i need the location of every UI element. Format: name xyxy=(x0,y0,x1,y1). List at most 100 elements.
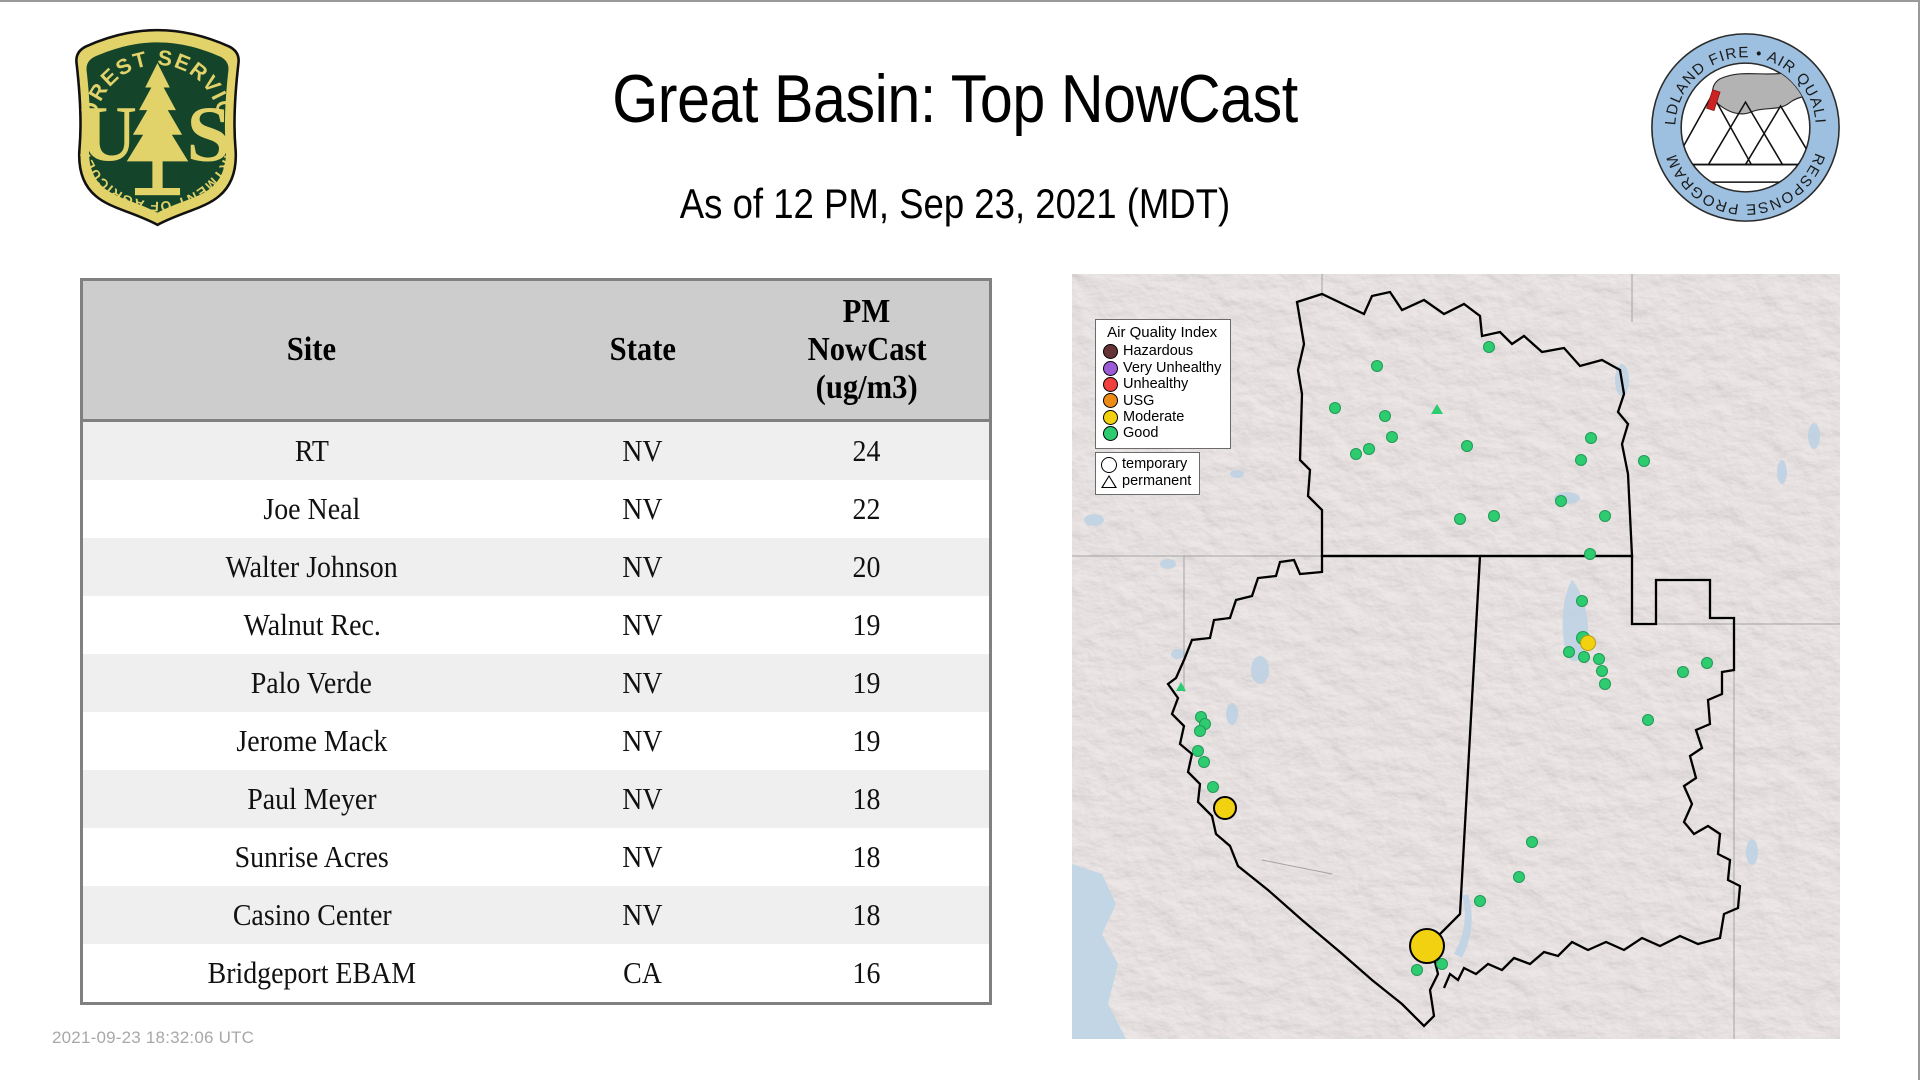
cell-site: Walter Johnson xyxy=(83,538,541,596)
map-marker-temporary[interactable] xyxy=(1194,725,1206,737)
us-forest-service-logo: FOREST SERVICE DEPARTMENT OF AGRICULTURE… xyxy=(47,5,260,229)
cell-site: Casino Center xyxy=(83,886,541,944)
map-marker-temporary[interactable] xyxy=(1386,431,1398,443)
map-marker-temporary[interactable] xyxy=(1526,836,1538,848)
map-marker-temporary[interactable] xyxy=(1363,443,1375,455)
map-marker-permanent[interactable] xyxy=(1176,682,1186,691)
legend-item-very-unhealthy: Very Unhealthy xyxy=(1103,360,1221,376)
column-header-state: State xyxy=(540,281,745,422)
cell-state: NV xyxy=(540,712,745,770)
map-marker-temporary[interactable] xyxy=(1578,651,1590,663)
legend-item-unhealthy: Unhealthy xyxy=(1103,376,1221,392)
map-marker-temporary[interactable] xyxy=(1580,635,1596,651)
monitor-type-legend: temporary permanent xyxy=(1095,452,1201,495)
map-marker-temporary[interactable] xyxy=(1599,510,1611,522)
map-marker-permanent[interactable] xyxy=(1431,404,1443,414)
aqi-legend-title: Air Quality Index xyxy=(1107,324,1218,341)
map-marker-temporary[interactable] xyxy=(1350,448,1362,460)
map-marker-temporary[interactable] xyxy=(1483,341,1495,353)
map-marker-temporary[interactable] xyxy=(1192,745,1204,757)
table-row[interactable]: Sunrise Acres NV 18 xyxy=(83,828,989,886)
map-marker-temporary[interactable] xyxy=(1638,455,1650,467)
cell-pm: 24 xyxy=(744,420,989,480)
column-header-site: Site xyxy=(83,281,541,422)
cell-pm: 19 xyxy=(744,596,989,654)
cell-pm: 19 xyxy=(744,712,989,770)
map-marker-temporary[interactable] xyxy=(1454,513,1466,525)
map-marker-temporary[interactable] xyxy=(1555,495,1567,507)
map-marker-temporary[interactable] xyxy=(1488,510,1500,522)
map-marker-temporary[interactable] xyxy=(1575,454,1587,466)
table-row[interactable]: Walter Johnson NV 20 xyxy=(83,538,989,596)
legend-label-very-unhealthy: Very Unhealthy xyxy=(1123,359,1222,376)
map-marker-temporary[interactable] xyxy=(1213,796,1237,820)
column-header-pm-nowcast: PM NowCast (ug/m3) xyxy=(744,281,989,422)
generated-timestamp: 2021-09-23 18:32:06 UTC xyxy=(52,1028,255,1047)
map-marker-temporary[interactable] xyxy=(1642,714,1654,726)
map-marker-temporary[interactable] xyxy=(1584,548,1596,560)
cell-pm: 20 xyxy=(744,538,989,596)
map-marker-temporary[interactable] xyxy=(1409,928,1445,964)
legend-item-usg: USG xyxy=(1103,393,1221,409)
map-marker-temporary[interactable] xyxy=(1461,440,1473,452)
aqi-legend: Air Quality Index Hazardous Very Unhealt… xyxy=(1095,319,1232,449)
hazardous-color-swatch-icon xyxy=(1103,344,1118,360)
cell-site: Bridgeport EBAM xyxy=(83,944,541,1002)
cell-state: NV xyxy=(540,770,745,828)
cell-state: NV xyxy=(540,596,745,654)
legend-label-temporary: temporary xyxy=(1122,456,1188,472)
legend-item-good: Good xyxy=(1103,425,1221,441)
flag-marker-icon xyxy=(1706,89,1721,112)
cell-state: NV xyxy=(540,654,745,712)
map-marker-temporary[interactable] xyxy=(1677,666,1689,678)
top-nowcast-table: Site State PM NowCast (ug/m3) RT NV xyxy=(80,278,992,1005)
table-row[interactable]: Paul Meyer NV 18 xyxy=(83,770,989,828)
map-marker-temporary[interactable] xyxy=(1411,964,1423,976)
table-row[interactable]: Jerome Mack NV 19 xyxy=(83,712,989,770)
map-marker-temporary[interactable] xyxy=(1474,895,1486,907)
cell-site: Palo Verde xyxy=(83,654,541,712)
table-row[interactable]: Casino Center NV 18 xyxy=(83,886,989,944)
very-unhealthy-color-swatch-icon xyxy=(1103,360,1118,376)
table-row[interactable]: RT NV 24 xyxy=(83,420,989,480)
map-marker-temporary[interactable] xyxy=(1198,756,1210,768)
column-header-pm-line1: PM xyxy=(842,293,891,330)
air-quality-monitor-map[interactable]: Air Quality Index Hazardous Very Unhealt… xyxy=(1072,274,1840,1039)
map-marker-temporary[interactable] xyxy=(1701,657,1713,669)
map-marker-temporary[interactable] xyxy=(1513,871,1525,883)
triangle-icon xyxy=(1101,475,1117,488)
page-title: Great Basin: Top NowCast xyxy=(612,61,1298,137)
cell-state: NV xyxy=(540,538,745,596)
cell-pm: 22 xyxy=(744,480,989,538)
map-marker-temporary[interactable] xyxy=(1329,402,1341,414)
table-header-row: Site State PM NowCast (ug/m3) xyxy=(83,281,989,422)
map-marker-temporary[interactable] xyxy=(1593,653,1605,665)
column-header-state-label: State xyxy=(609,331,676,368)
map-marker-temporary[interactable] xyxy=(1576,595,1588,607)
map-marker-temporary[interactable] xyxy=(1596,665,1608,677)
pine-tree-icon xyxy=(126,62,189,196)
map-marker-temporary[interactable] xyxy=(1599,678,1611,690)
cell-pm: 18 xyxy=(744,770,989,828)
map-marker-temporary[interactable] xyxy=(1371,360,1383,372)
table-row[interactable]: Walnut Rec. NV 19 xyxy=(83,596,989,654)
cell-site: Walnut Rec. xyxy=(83,596,541,654)
map-marker-temporary[interactable] xyxy=(1436,958,1448,970)
map-marker-temporary[interactable] xyxy=(1563,646,1575,658)
state-boundaries xyxy=(1166,290,1742,1028)
cell-pm: 19 xyxy=(744,654,989,712)
circle-icon xyxy=(1101,456,1117,473)
cell-site: Joe Neal xyxy=(83,480,541,538)
map-marker-temporary[interactable] xyxy=(1379,410,1391,422)
fs-logo-letter-u: U xyxy=(79,90,137,178)
map-marker-temporary[interactable] xyxy=(1207,781,1219,793)
map-marker-temporary[interactable] xyxy=(1585,432,1597,444)
legend-label-unhealthy: Unhealthy xyxy=(1123,376,1189,393)
page-subtitle: As of 12 PM, Sep 23, 2021 (MDT) xyxy=(679,180,1231,227)
cell-pm: 16 xyxy=(744,944,989,1002)
table-row[interactable]: Joe Neal NV 22 xyxy=(83,480,989,538)
legend-label-usg: USG xyxy=(1123,392,1155,409)
table-row[interactable]: Palo Verde NV 19 xyxy=(83,654,989,712)
wildland-fire-air-quality-logo: WILDLAND FIRE • AIR QUALITY RESPONSE PRO… xyxy=(1640,17,1843,225)
table-row[interactable]: Bridgeport EBAM CA 16 xyxy=(83,944,989,1002)
